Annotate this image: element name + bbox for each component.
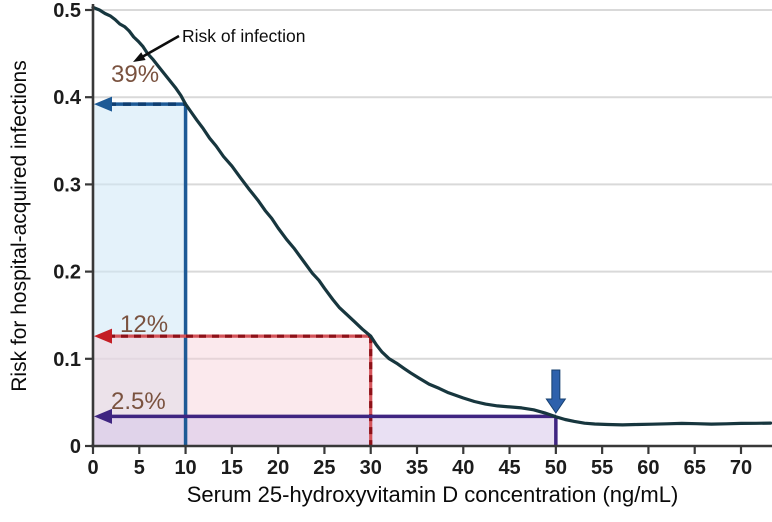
x-tick-label: 50 — [545, 457, 567, 479]
threshold-label-2_5pct: 2.5% — [111, 388, 166, 415]
threshold-label-39pct: 39% — [111, 61, 160, 88]
x-tick-label: 60 — [637, 457, 659, 479]
x-tick-label: 30 — [360, 457, 382, 479]
threshold-fill — [94, 416, 556, 446]
x-tick-label: 55 — [591, 457, 613, 479]
y-axis-title: Risk for hospital-acquired infections — [8, 60, 31, 392]
y-tick-label: 0.4 — [53, 87, 82, 109]
risk-curve — [91, 5, 772, 427]
x-axis-title: Serum 25-hydroxyvitamin D concentration … — [186, 482, 679, 507]
left-arrowhead — [94, 408, 112, 424]
x-tick-label: 65 — [684, 457, 706, 479]
down-arrow-marker — [545, 369, 567, 414]
left-arrowhead — [94, 96, 112, 112]
x-tick-label: 10 — [174, 457, 196, 479]
x-tick-label: 45 — [498, 457, 520, 479]
annotation-arrow-line — [141, 34, 180, 59]
y-tick-label: 0 — [70, 436, 81, 458]
annotation-arrowhead — [133, 52, 146, 62]
y-tick-label: 0.5 — [53, 0, 81, 22]
x-tick-label: 70 — [730, 457, 752, 479]
x-tick-label: 0 — [87, 457, 98, 479]
x-tick-label: 25 — [313, 457, 335, 479]
x-tick-label: 5 — [134, 457, 145, 479]
curve-annotation-label: Risk of infection — [182, 26, 306, 46]
x-tick-label: 15 — [221, 457, 243, 479]
threshold-fill — [94, 104, 186, 447]
y-tick-label: 0.1 — [53, 349, 81, 371]
y-tick-label: 0.2 — [53, 262, 81, 284]
y-tick-label: 0.3 — [53, 174, 81, 196]
x-tick-label: 40 — [452, 457, 474, 479]
threshold-label-12pct: 12% — [120, 311, 169, 338]
left-arrowhead — [94, 328, 112, 344]
x-tick-label: 35 — [406, 457, 428, 479]
x-tick-label: 20 — [267, 457, 289, 479]
